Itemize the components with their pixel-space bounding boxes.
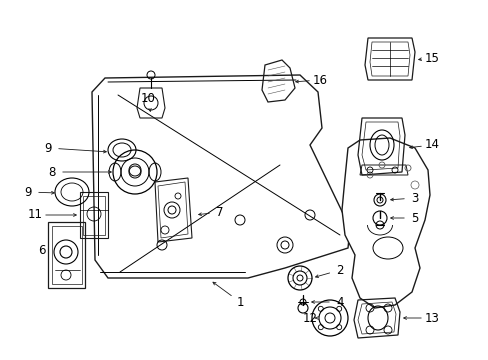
- Text: 7: 7: [216, 206, 224, 219]
- Text: 3: 3: [410, 192, 418, 204]
- Polygon shape: [341, 138, 429, 308]
- Text: 12: 12: [302, 311, 317, 324]
- Text: 11: 11: [27, 208, 42, 221]
- Text: 1: 1: [236, 296, 243, 309]
- Text: 9: 9: [24, 185, 32, 198]
- Text: 16: 16: [312, 73, 327, 86]
- Text: 5: 5: [410, 211, 418, 225]
- Text: 13: 13: [424, 311, 439, 324]
- Text: 14: 14: [424, 139, 439, 152]
- Text: 4: 4: [336, 296, 343, 309]
- Text: 2: 2: [336, 264, 343, 276]
- Text: 15: 15: [424, 51, 439, 64]
- Text: 6: 6: [38, 243, 46, 256]
- Polygon shape: [92, 75, 349, 278]
- Text: 9: 9: [44, 141, 52, 154]
- Text: 10: 10: [140, 91, 155, 104]
- Text: 8: 8: [48, 166, 56, 179]
